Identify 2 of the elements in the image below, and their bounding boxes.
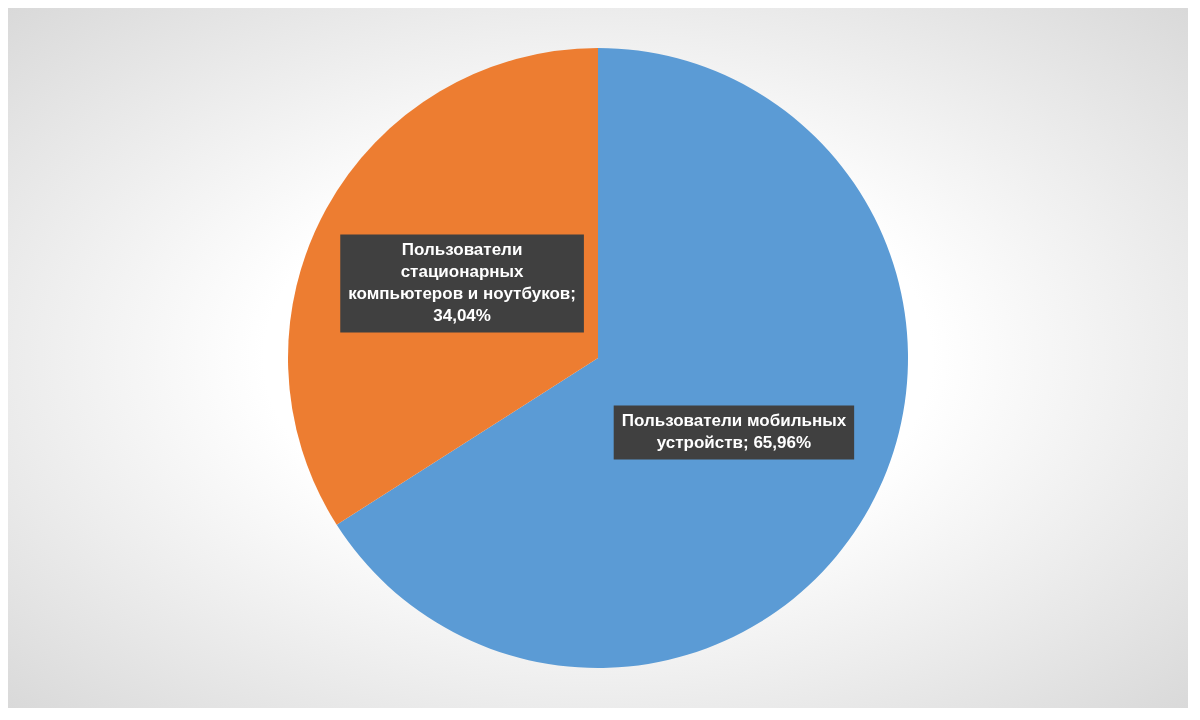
- slice-label: Пользователи стационарных компьютеров и ноутбуков; 34,04%: [348, 240, 576, 326]
- slice-label: Пользователи мобильных устройств; 65,96%: [621, 411, 847, 453]
